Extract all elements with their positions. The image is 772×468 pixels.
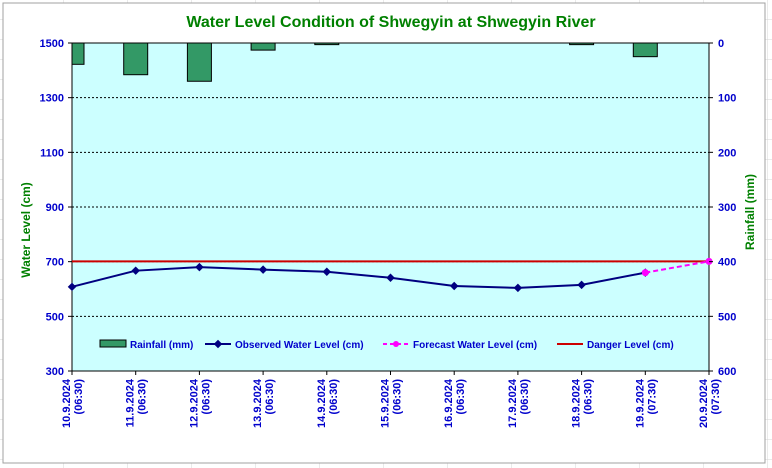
left-tick-label: 1300 <box>40 93 64 105</box>
left-axis: 300 500 700 900 1100 1300 1500 <box>40 38 72 378</box>
right-axis: 0 100 200 300 400 500 600 <box>709 38 736 378</box>
observed-point <box>386 273 395 283</box>
x-tick-label: 13.9.2024(06:30) <box>252 378 276 428</box>
left-tick-label: 1100 <box>40 147 64 159</box>
observed-point <box>449 281 459 291</box>
x-axis: 10.9.2024(06:30) 11.9.2024(06:30) 12.9.202… <box>61 371 722 428</box>
plot-area <box>71 42 710 372</box>
x-tick-label: 11.9.2024(06:30) <box>125 378 149 427</box>
right-tick-label: 600 <box>718 366 736 378</box>
rainfall-bar <box>314 42 340 46</box>
right-tick-label: 0 <box>718 38 724 50</box>
left-tick-label: 900 <box>46 202 64 214</box>
x-tick-label: 12.9.2024(06:30) <box>188 378 212 428</box>
rainfall-bar <box>186 42 212 82</box>
observed-point <box>322 267 332 277</box>
observed-water-level-series <box>67 262 650 293</box>
right-tick-label: 100 <box>718 93 736 105</box>
x-tick-label: 15.9.2024(06:30) <box>380 378 404 428</box>
forecast-point <box>641 269 649 277</box>
right-tick-label: 300 <box>718 202 736 214</box>
rainfall-bars <box>71 42 658 82</box>
x-tick-label: 10.9.2024(06:30) <box>61 378 85 428</box>
observed-point <box>67 282 77 292</box>
left-tick-label: 700 <box>46 257 64 269</box>
observed-line-path <box>71 266 646 289</box>
chart-title: Water Level Condition of Shwegyin at Shw… <box>186 14 595 31</box>
left-tick-label: 500 <box>46 311 64 323</box>
observed-point <box>131 266 140 275</box>
observed-point <box>258 265 268 274</box>
rainfall-bar <box>632 42 658 58</box>
forecast-line-path <box>645 260 710 274</box>
observed-point <box>195 262 204 272</box>
legend-label-observed: Observed Water Level (cm) <box>235 340 364 351</box>
right-axis-title: Rainfall (mm) <box>743 174 757 250</box>
rainfall-bar <box>71 42 85 65</box>
legend-marker-forecast <box>393 341 399 347</box>
x-tick-label: 18.9.2024(06:30) <box>571 378 595 428</box>
legend-label-rainfall: Rainfall (mm) <box>130 340 193 351</box>
legend-marker-observed <box>213 339 223 349</box>
legend-swatch-rainfall <box>99 339 127 348</box>
legend-label-danger: Danger Level (cm) <box>587 340 674 351</box>
observed-point <box>513 283 523 293</box>
x-tick-label: 14.9.2024(06:30) <box>316 378 340 428</box>
x-tick-label: 19.9.2024(07:30) <box>634 378 658 428</box>
legend: Rainfall (mm) Observed Water Level (cm) Fo… <box>99 339 674 351</box>
left-tick-label: 1500 <box>40 38 64 50</box>
right-tick-label: 200 <box>718 147 736 159</box>
legend-label-forecast: Forecast Water Level (cm) <box>413 340 537 351</box>
left-axis-title: Water Level (cm) <box>19 182 33 278</box>
x-tick-label: 17.9.2024(06:30) <box>507 378 531 428</box>
left-tick-label: 300 <box>46 366 64 378</box>
rainfall-bar <box>123 42 149 76</box>
right-tick-label: 500 <box>718 311 736 323</box>
rainfall-bar <box>250 42 276 51</box>
observed-point <box>577 280 586 290</box>
x-tick-label: 16.9.2024(06:30) <box>443 378 467 428</box>
right-tick-label: 400 <box>718 257 736 269</box>
rainfall-bar <box>569 42 595 46</box>
x-tick-label: 20.9.2024(07:30) <box>698 378 722 428</box>
